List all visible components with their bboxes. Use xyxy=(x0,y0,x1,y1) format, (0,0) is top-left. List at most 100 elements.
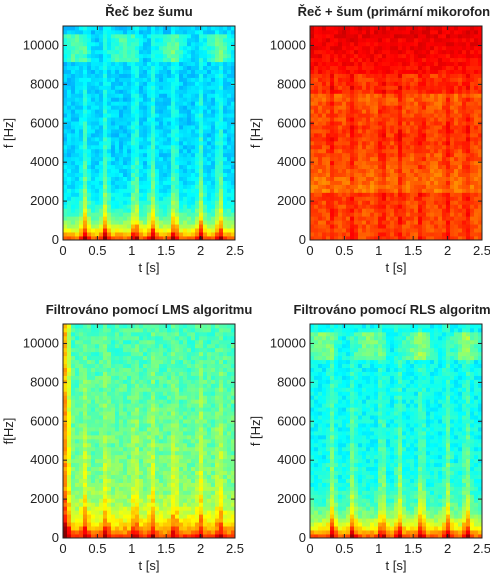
heatmap-cell xyxy=(79,69,84,74)
heatmap-cell xyxy=(386,204,391,209)
heatmap-cell xyxy=(119,133,124,138)
heatmap-cell xyxy=(131,93,136,98)
heatmap-cell xyxy=(342,160,347,166)
heatmap-cell xyxy=(374,93,379,98)
heatmap-cell xyxy=(79,224,84,229)
heatmap-cell xyxy=(418,125,423,130)
heatmap-cell xyxy=(434,148,439,154)
heatmap-cell xyxy=(334,184,339,189)
heatmap-cell xyxy=(131,152,136,158)
heatmap-cell xyxy=(131,113,136,118)
heatmap-cell xyxy=(71,73,76,78)
heatmap-cell xyxy=(127,236,132,241)
heatmap-cell xyxy=(155,216,160,221)
heatmap-cell xyxy=(318,61,323,67)
heatmap-cell xyxy=(326,224,331,229)
heatmap-cell xyxy=(91,152,96,158)
heatmap-cell xyxy=(442,69,447,74)
heatmap-cell xyxy=(378,26,383,31)
heatmap-cell xyxy=(123,236,128,241)
heatmap-cell xyxy=(382,109,387,114)
heatmap-cell xyxy=(75,192,80,197)
heatmap-cell xyxy=(374,37,379,43)
heatmap-cell xyxy=(434,140,439,146)
heatmap-cell xyxy=(434,220,439,225)
heatmap-cell xyxy=(398,216,403,221)
heatmap-cell xyxy=(406,85,411,90)
heatmap-cell xyxy=(310,113,315,118)
heatmap-cell xyxy=(163,26,168,31)
heatmap-cell xyxy=(215,125,220,130)
heatmap-cell xyxy=(390,129,395,134)
heatmap-cell xyxy=(115,125,120,130)
heatmap-cell xyxy=(446,81,451,86)
heatmap-cell xyxy=(103,117,108,122)
heatmap-cell xyxy=(143,85,148,90)
heatmap-cell xyxy=(231,49,236,55)
heatmap-cell xyxy=(231,81,236,86)
heatmap-cell xyxy=(223,196,228,201)
heatmap-cell xyxy=(374,113,379,118)
heatmap-cell xyxy=(466,156,471,162)
heatmap-cell xyxy=(322,113,327,118)
heatmap-cell xyxy=(410,77,415,82)
heatmap-cell xyxy=(75,73,80,78)
heatmap-cell xyxy=(91,133,96,138)
heatmap-cell xyxy=(330,129,335,134)
heatmap-cell xyxy=(406,188,411,193)
heatmap-cell xyxy=(470,89,475,94)
heatmap-cell xyxy=(418,192,423,197)
heatmap-cell xyxy=(231,236,236,241)
heatmap-cell xyxy=(75,391,80,396)
heatmap-cell xyxy=(462,65,467,70)
heatmap-cell xyxy=(390,49,395,55)
heatmap-cell xyxy=(334,204,339,209)
heatmap-cell xyxy=(370,113,375,118)
heatmap-cell xyxy=(394,200,399,205)
heatmap-cell xyxy=(310,85,315,90)
heatmap-cell xyxy=(334,216,339,221)
heatmap-cell xyxy=(402,224,407,229)
heatmap-cell xyxy=(382,26,387,31)
heatmap-cell xyxy=(370,144,375,150)
heatmap-cell xyxy=(183,41,188,47)
heatmap-cell xyxy=(171,121,176,126)
heatmap-cell xyxy=(111,93,116,98)
heatmap-cell xyxy=(199,125,204,130)
heatmap-cell xyxy=(231,168,236,174)
heatmap-cell xyxy=(75,359,80,365)
heatmap-cell xyxy=(330,164,335,170)
heatmap-cell xyxy=(119,121,124,126)
heatmap-cell xyxy=(167,85,172,90)
heatmap-cell xyxy=(211,129,216,134)
heatmap-cell xyxy=(390,136,395,142)
heatmap-cell xyxy=(223,41,228,47)
heatmap-cell xyxy=(135,89,140,94)
heatmap-cell xyxy=(139,77,144,82)
heatmap-cell xyxy=(314,224,319,229)
heatmap-cell xyxy=(155,164,160,170)
heatmap-cell xyxy=(374,192,379,197)
heatmap-cell xyxy=(207,97,212,102)
heatmap-cell xyxy=(199,33,204,39)
heatmap-cell xyxy=(418,152,423,158)
heatmap-cell xyxy=(143,129,148,134)
heatmap-cell xyxy=(466,73,471,78)
heatmap-cell xyxy=(119,160,124,166)
heatmap-cell xyxy=(103,129,108,134)
heatmap-cell xyxy=(330,184,335,189)
heatmap-cell xyxy=(470,26,475,31)
heatmap-cell xyxy=(75,77,80,82)
heatmap-cell xyxy=(123,172,128,177)
heatmap-cell xyxy=(318,41,323,47)
heatmap-cell xyxy=(147,73,152,78)
heatmap-cell xyxy=(75,133,80,138)
heatmap-cell xyxy=(147,196,152,201)
heatmap-cell xyxy=(175,212,180,217)
heatmap-cell xyxy=(358,89,363,94)
heatmap-cell xyxy=(478,49,483,55)
heatmap-cell xyxy=(362,208,367,213)
heatmap-cell xyxy=(139,109,144,114)
heatmap-cell xyxy=(179,228,184,233)
heatmap-cell xyxy=(378,117,383,122)
